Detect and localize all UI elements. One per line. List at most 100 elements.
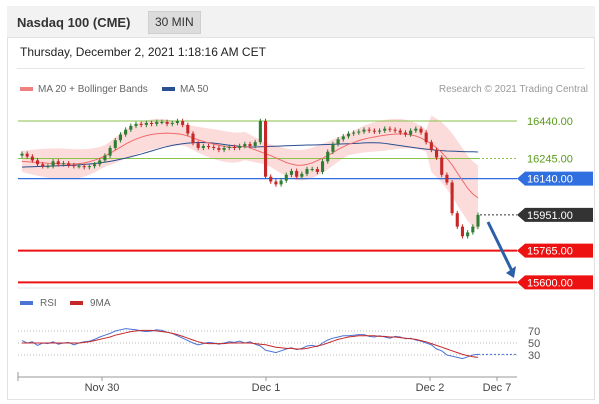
candle-body — [346, 133, 351, 137]
support-1-tag — [517, 243, 593, 258]
candle-body — [434, 149, 439, 158]
candle-body — [409, 130, 413, 135]
copyright: Research © 2021 Trading Central — [438, 84, 588, 95]
candle-body — [25, 153, 29, 157]
candle-body — [263, 121, 268, 177]
candle-body — [206, 146, 211, 147]
candle-body — [103, 155, 107, 161]
x-tick-label: Nov 30 — [85, 382, 120, 394]
candle-body — [466, 232, 470, 237]
candle-body — [362, 129, 366, 132]
candle-body — [393, 129, 397, 131]
candle-body — [372, 130, 376, 132]
candle-body — [155, 122, 159, 124]
candle-body — [460, 226, 465, 237]
candle-body — [170, 122, 174, 124]
candle-body — [398, 130, 402, 133]
candle-body — [258, 121, 262, 143]
resistance-2-label: 16440.00 — [527, 116, 573, 128]
candle-body — [284, 174, 288, 181]
ma50-swatch — [162, 87, 175, 92]
rsi-tick-label: 70 — [528, 326, 540, 338]
rsi-tick-label: 50 — [528, 338, 540, 350]
candle-body — [51, 161, 55, 167]
instrument-title: Nasdaq 100 (CME) — [17, 15, 131, 30]
candle-body — [212, 146, 216, 148]
candle-body — [383, 128, 387, 131]
legend-ma9-label: 9MA — [90, 298, 111, 309]
x-tick-label: Dec 1 — [252, 382, 281, 394]
candle-body — [201, 146, 205, 148]
timeframe-button[interactable]: 30 MIN — [148, 11, 201, 34]
candle-body — [56, 161, 60, 165]
chart-frame — [7, 6, 595, 400]
rsi-swatch — [20, 301, 33, 305]
candle-body — [403, 132, 408, 135]
candle-body — [30, 156, 34, 161]
candle-body — [160, 122, 164, 123]
candle-body — [336, 139, 340, 145]
legend-ma50-label: MA 50 — [180, 84, 209, 95]
candle-body — [46, 166, 50, 168]
candle-body — [341, 136, 345, 140]
candle-body — [377, 130, 382, 132]
chart-header: Nasdaq 100 (CME) 30 MIN — [7, 6, 595, 38]
candle-body — [186, 124, 190, 134]
candle-body — [440, 157, 444, 175]
support-2-label: 15600.00 — [527, 277, 573, 289]
candle-body — [253, 142, 257, 146]
candle-body — [367, 129, 371, 131]
candle-body — [61, 163, 66, 165]
candle-body — [300, 173, 304, 177]
candle-body — [289, 170, 294, 175]
candle-body — [357, 131, 361, 133]
candle-body — [243, 144, 247, 146]
candle-body — [129, 125, 133, 130]
divider — [17, 68, 585, 69]
forecast-arrow — [486, 221, 514, 272]
candle-body — [476, 214, 480, 227]
legend-ma20: MA 20 + Bollinger Bands — [20, 84, 148, 95]
candle-body — [113, 140, 117, 148]
resistance-1-label: 16245.00 — [527, 153, 573, 165]
candle-body — [450, 182, 454, 214]
candle-body — [326, 151, 330, 162]
candle-body — [471, 226, 475, 233]
candle-body — [20, 153, 24, 156]
candle-body — [191, 133, 195, 144]
last-price-label: 15951.00 — [527, 210, 573, 222]
candle-body — [424, 132, 428, 143]
candle-body — [134, 123, 138, 126]
candle-body — [149, 122, 154, 124]
pivot-tag — [517, 171, 593, 186]
candle-body — [222, 147, 226, 150]
candle-body — [232, 146, 237, 148]
forecast-arrowhead — [506, 266, 516, 278]
candle-body — [352, 132, 356, 134]
candle-body — [279, 180, 283, 185]
candle-body — [165, 122, 169, 124]
x-tick-label: Dec 2 — [416, 382, 445, 394]
candle-body — [419, 128, 423, 133]
candle-body — [67, 163, 71, 166]
candle-body — [87, 166, 91, 168]
candle-body — [217, 147, 221, 150]
candle-body — [320, 161, 325, 172]
candle-body — [310, 169, 314, 171]
candle-body — [98, 160, 102, 165]
timestamp: Thursday, December 2, 2021 1:18:16 AM CE… — [20, 45, 266, 59]
candle-body — [429, 142, 433, 150]
candle-body — [455, 213, 459, 227]
candle-body — [92, 164, 97, 167]
candle-body — [295, 170, 299, 177]
candle-body — [139, 123, 143, 125]
candle-body — [144, 122, 148, 125]
candle-body — [118, 134, 123, 141]
candle-body — [82, 166, 86, 168]
ma20-swatch — [20, 87, 33, 92]
bollinger-band — [22, 115, 478, 231]
candle-body — [248, 144, 252, 146]
candle-body — [72, 165, 76, 167]
legend-rsi-label: RSI — [40, 298, 57, 309]
